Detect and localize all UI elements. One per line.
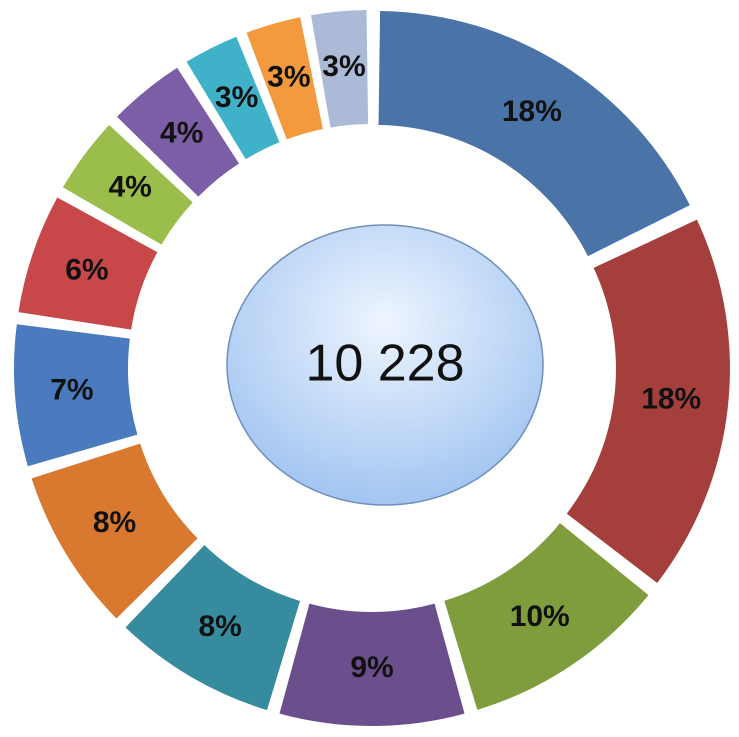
donut-segment [310, 10, 369, 128]
data-label: 8% [198, 610, 241, 643]
donut-segment [186, 36, 280, 160]
donut-segment [444, 523, 649, 710]
donut-segment [18, 197, 158, 330]
donut-segment [378, 10, 690, 257]
data-label: 3% [267, 61, 310, 94]
data-label: 9% [350, 651, 393, 684]
data-label: 7% [50, 373, 93, 406]
center-label: 10 228 [305, 335, 464, 393]
data-label: 18% [641, 383, 701, 416]
donut-segment [279, 603, 465, 726]
data-label: 6% [65, 253, 108, 286]
data-label: 8% [93, 506, 136, 539]
data-label: 4% [108, 171, 151, 204]
data-label: 3% [215, 81, 258, 114]
donut-segment [62, 124, 193, 245]
donut-segment [14, 324, 138, 467]
data-label: 18% [502, 95, 562, 128]
donut-segment [566, 219, 730, 584]
donut-segment [246, 17, 323, 140]
donut-segment [31, 443, 198, 619]
donut-segment [125, 545, 301, 711]
center-disc [226, 224, 544, 506]
data-label: 10% [510, 600, 570, 633]
data-label: 4% [160, 117, 203, 150]
data-label: 3% [322, 50, 365, 83]
donut-segment [116, 67, 239, 197]
